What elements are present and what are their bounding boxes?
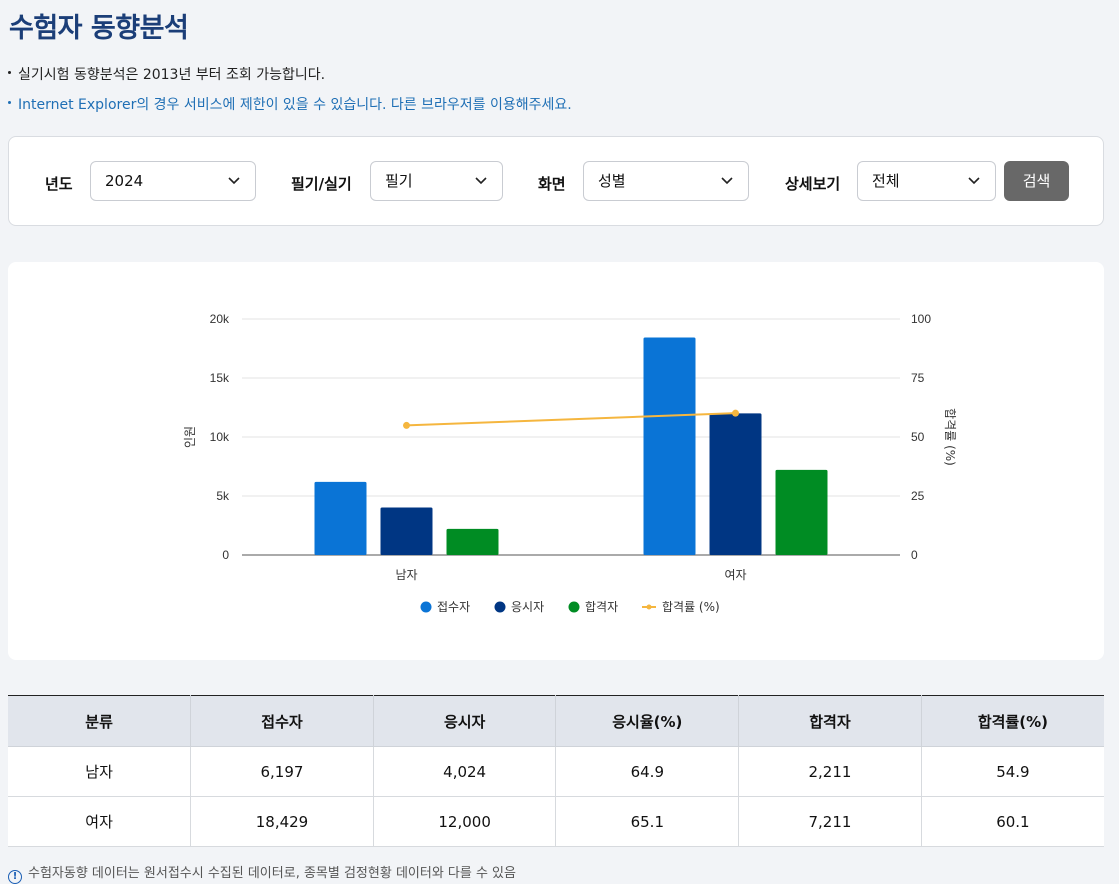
search-button[interactable]: 검색 (1004, 161, 1069, 201)
legend-label: 합격률 (%) (662, 600, 720, 614)
legend-marker (494, 601, 506, 613)
table-header-cell: 접수자 (190, 695, 374, 747)
year-select[interactable]: 2024 (90, 161, 256, 201)
table-cell: 남자 (8, 746, 192, 797)
x-tick-label: 여자 (724, 568, 746, 582)
table-cell: 64.9 (555, 746, 740, 797)
table-cell: 2,211 (738, 746, 922, 797)
chart-card: 0 5k 10k 15k 20k 0 25 50 75 100 인원 합격률 (%) 남자 여자 접수자 응시… (8, 262, 1104, 660)
table-cell: 65.1 (555, 796, 740, 847)
footnote-text: 수험자동향 데이터는 원서접수시 수집된 데이터로, 종목별 검정현황 데이터와… (28, 866, 516, 881)
bar-passers (775, 469, 828, 555)
x-tick-label: 남자 (395, 568, 417, 582)
info-icon: ! (8, 870, 22, 884)
year-label: 년도 (45, 175, 73, 193)
legend-label: 응시자 (511, 600, 544, 614)
legend-marker (420, 601, 432, 613)
y-tick-label: 0 (222, 548, 229, 562)
bar-examinees (380, 507, 433, 555)
y-tick-label: 15k (210, 371, 230, 385)
exam-type-select-value: 필기 (385, 172, 413, 190)
table-row: 여자 18,429 12,000 65.1 7,211 60.1 (8, 796, 1104, 847)
table-cell: 60.1 (921, 796, 1104, 847)
footnote: ! 수험자동향 데이터는 원서접수시 수집된 데이터로, 종목별 검정현황 데이터… (8, 862, 516, 884)
legend-point-marker (646, 604, 652, 610)
chevron-down-icon (475, 177, 487, 185)
page-title: 수험자 동향분석 (9, 13, 189, 44)
legend-label: 합격자 (585, 600, 618, 614)
table-row: 남자 6,197 4,024 64.9 2,211 54.9 (8, 746, 1104, 797)
pass-rate-point (732, 409, 739, 417)
y2-tick-label: 100 (911, 312, 931, 326)
view-label: 화면 (538, 175, 566, 193)
pass-rate-point (403, 421, 410, 429)
detail-select[interactable]: 전체 (857, 161, 996, 201)
pass-rate-line (406, 412, 736, 427)
chevron-down-icon (228, 177, 240, 185)
notice-item: Internet Explorer의 경우 서비스에 제한이 있을 수 있습니다… (8, 94, 572, 114)
legend-marker (568, 601, 580, 613)
table-header-cell: 응시자 (373, 695, 557, 747)
y2-tick-label: 50 (911, 430, 925, 444)
exam-type-select[interactable]: 필기 (370, 161, 503, 201)
bar-applicants (314, 481, 367, 555)
y-tick-label: 5k (216, 489, 230, 503)
y-axis-title: 인원 (183, 426, 197, 448)
bullet-icon (8, 70, 11, 74)
bar-examinees (709, 413, 762, 555)
detail-label: 상세보기 (785, 175, 841, 193)
table-cell: 18,429 (190, 796, 374, 847)
y2-axis-title: 합격률 (%) (943, 408, 957, 466)
chevron-down-icon (721, 177, 733, 185)
table-cell: 54.9 (921, 746, 1104, 797)
table-cell: 7,211 (738, 796, 922, 847)
view-select-value: 성별 (598, 172, 626, 190)
table-cell: 12,000 (373, 796, 557, 847)
notice-text: Internet Explorer의 경우 서비스에 제한이 있을 수 있습니다… (18, 97, 572, 113)
bar-applicants (643, 337, 696, 555)
table-header-cell: 합격자 (738, 695, 922, 747)
table-cell: 6,197 (190, 746, 374, 797)
search-panel: 년도 2024 필기/실기 필기 화면 성별 상세보기 전체 검색 (8, 136, 1104, 226)
statistics-table: 분류 접수자 응시자 응시율(%) 합격자 합격률(%) 남자 6,197 4,024 64.9… (8, 695, 1104, 847)
table-cell: 여자 (8, 796, 192, 847)
y2-tick-label: 25 (911, 489, 925, 503)
table-header-cell: 응시율(%) (555, 695, 740, 747)
legend-label: 접수자 (437, 600, 470, 614)
table-header-row: 분류 접수자 응시자 응시율(%) 합격자 합격률(%) (8, 695, 1104, 747)
notice-item: 실기시험 동향분석은 2013년 부터 조회 가능합니다. (8, 64, 325, 84)
notice-text: 실기시험 동향분석은 2013년 부터 조회 가능합니다. (18, 67, 326, 83)
exam-type-label: 필기/실기 (291, 175, 352, 193)
bullet-icon (8, 100, 11, 104)
detail-select-value: 전체 (872, 172, 900, 190)
table-header-cell: 합격률(%) (921, 695, 1104, 747)
y-tick-label: 10k (210, 430, 230, 444)
bar-passers (446, 528, 499, 555)
chevron-down-icon (968, 177, 980, 185)
year-select-value: 2024 (105, 172, 144, 190)
y2-tick-label: 75 (911, 371, 925, 385)
view-select[interactable]: 성별 (583, 161, 749, 201)
y-tick-label: 20k (210, 312, 230, 326)
table-header-cell: 분류 (8, 695, 192, 747)
y2-tick-label: 0 (911, 548, 918, 562)
table-cell: 4,024 (373, 746, 557, 797)
